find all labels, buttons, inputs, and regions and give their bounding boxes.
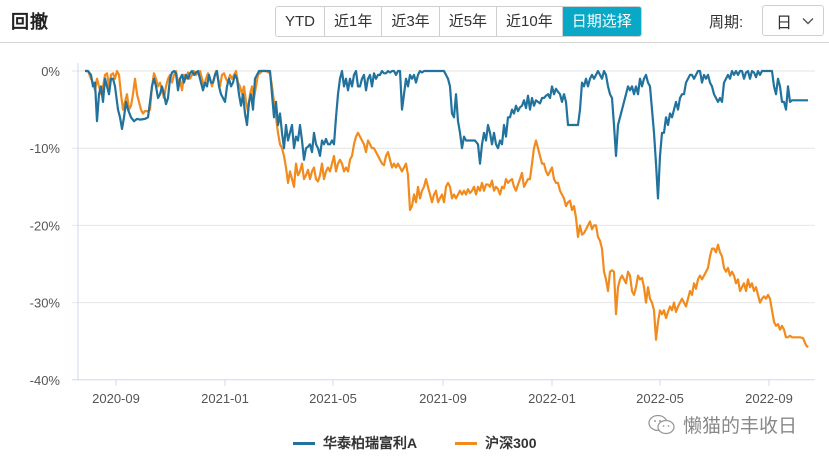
x-axis: 2020-09 2021-01 2021-05 2021-09 2022-01 2022-… (92, 379, 793, 406)
fund-line (85, 69, 808, 200)
y-tick-label: -10% (30, 141, 61, 156)
range-10y-button[interactable]: 近10年 (497, 7, 563, 36)
period-select[interactable]: 日 (762, 5, 824, 36)
y-tick-label: 0% (41, 64, 60, 79)
range-3y-button[interactable]: 近3年 (382, 7, 440, 36)
date-select-button[interactable]: 日期选择 (562, 7, 641, 36)
period-value: 日 (776, 14, 793, 32)
x-tick-label: 2021-09 (419, 391, 467, 406)
chart-lines (85, 69, 809, 349)
legend-label-index: 沪深300 (485, 435, 537, 451)
watermark-text: 懒猫的丰收日 (683, 416, 798, 437)
y-tick-label: -20% (30, 218, 61, 233)
page-title: 回撤 (11, 12, 49, 32)
chevron-down-icon (802, 17, 814, 24)
x-tick-label: 2021-05 (309, 391, 357, 406)
legend-item-index[interactable]: 沪深300 (455, 433, 536, 453)
legend-label-fund: 华泰柏瑞富利A (323, 435, 418, 451)
chart-grid (72, 70, 815, 381)
range-ytd-button[interactable]: YTD (276, 7, 325, 36)
x-tick-label: 2020-09 (92, 391, 140, 406)
legend-swatch-fund (293, 441, 315, 445)
watermark: 懒猫的丰收日 (647, 411, 797, 438)
x-tick-label: 2022-01 (528, 391, 576, 406)
range-button-group: YTD 近1年 近3年 近5年 近10年 日期选择 (275, 6, 642, 37)
wechat-icon (648, 414, 675, 434)
x-tick-label: 2022-09 (745, 391, 793, 406)
y-tick-label: -30% (30, 296, 61, 311)
range-5y-button[interactable]: 近5年 (439, 7, 498, 36)
legend-swatch-index (455, 441, 478, 445)
period-label: 周期: (709, 14, 744, 31)
y-tick-label: -40% (30, 373, 61, 388)
index-line (85, 69, 809, 349)
range-1y-button[interactable]: 近1年 (325, 7, 383, 36)
y-axis: 0% -10% -20% -30% -40% (30, 63, 79, 388)
header-divider (0, 42, 829, 43)
legend-item-fund[interactable]: 华泰柏瑞富利A (293, 433, 417, 453)
x-tick-label: 2022-05 (636, 391, 684, 406)
chart-legend: 华泰柏瑞富利A 沪深300 (293, 433, 536, 453)
x-tick-label: 2021-01 (201, 391, 249, 406)
